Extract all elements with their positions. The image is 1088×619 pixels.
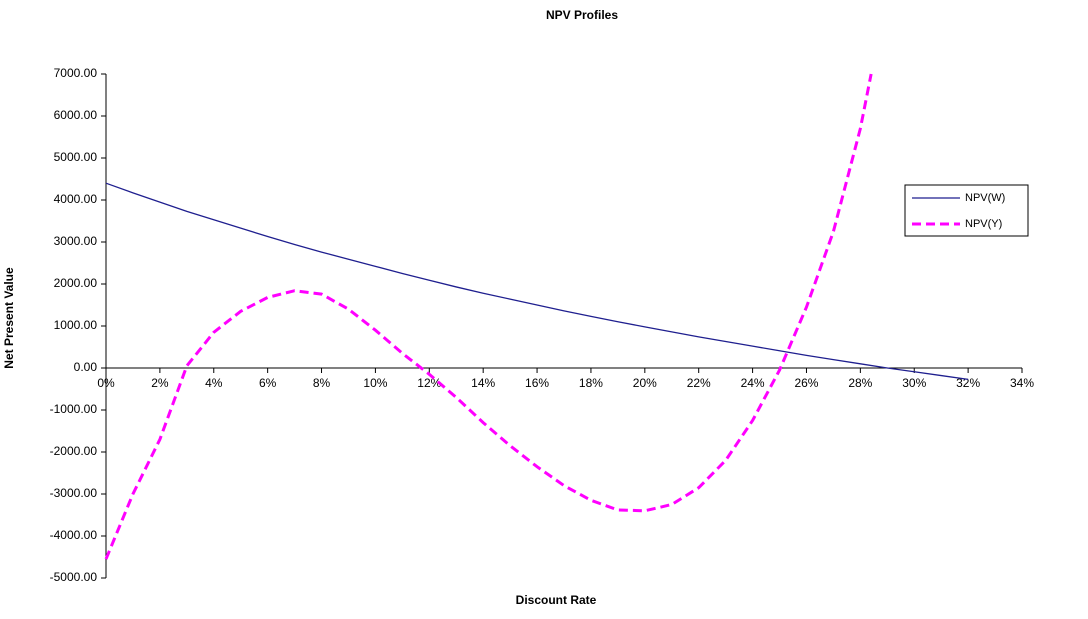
y-tick-label: -5000.00 [50,570,98,584]
y-tick-label: 2000.00 [54,276,98,290]
y-tick-label: -3000.00 [50,486,98,500]
x-tick-label: 14% [471,376,495,390]
x-tick-label: 26% [794,376,818,390]
y-tick-label: 5000.00 [54,150,98,164]
x-tick-label: 0% [97,376,115,390]
x-tick-label: 34% [1010,376,1034,390]
y-axis-label: Net Present Value [2,267,16,369]
y-tick-label: 4000.00 [54,192,98,206]
x-tick-label: 12% [417,376,441,390]
series-line [105,182,969,380]
x-tick-label: 32% [956,376,980,390]
legend-label: NPV(W) [965,192,1005,204]
legend-box [904,184,1029,237]
x-tick-label: 28% [848,376,872,390]
legend-label: NPV(Y) [965,218,1002,230]
x-tick-label: 30% [902,376,926,390]
y-tick-label: 6000.00 [54,108,98,122]
y-tick-label: -4000.00 [50,528,98,542]
x-tick-label: 6% [259,376,277,390]
x-tick-label: 22% [687,376,711,390]
x-tick-label: 20% [633,376,657,390]
y-tick-label: 1000.00 [54,318,98,332]
y-tick-label: 7000.00 [54,66,98,80]
x-tick-label: 4% [205,376,223,390]
x-tick-label: 18% [579,376,603,390]
x-axis-label: Discount Rate [516,593,597,607]
x-tick-label: 8% [313,376,331,390]
x-tick-label: 16% [525,376,549,390]
y-tick-label: 0.00 [74,360,98,374]
y-tick-label: 3000.00 [54,234,98,248]
y-tick-label: -1000.00 [50,402,98,416]
series-line [104,73,873,560]
x-tick-label: 10% [363,376,387,390]
x-tick-label: 24% [741,376,765,390]
chart-title: NPV Profiles [546,8,618,22]
x-tick-label: 2% [151,376,169,390]
y-tick-label: -2000.00 [50,444,98,458]
